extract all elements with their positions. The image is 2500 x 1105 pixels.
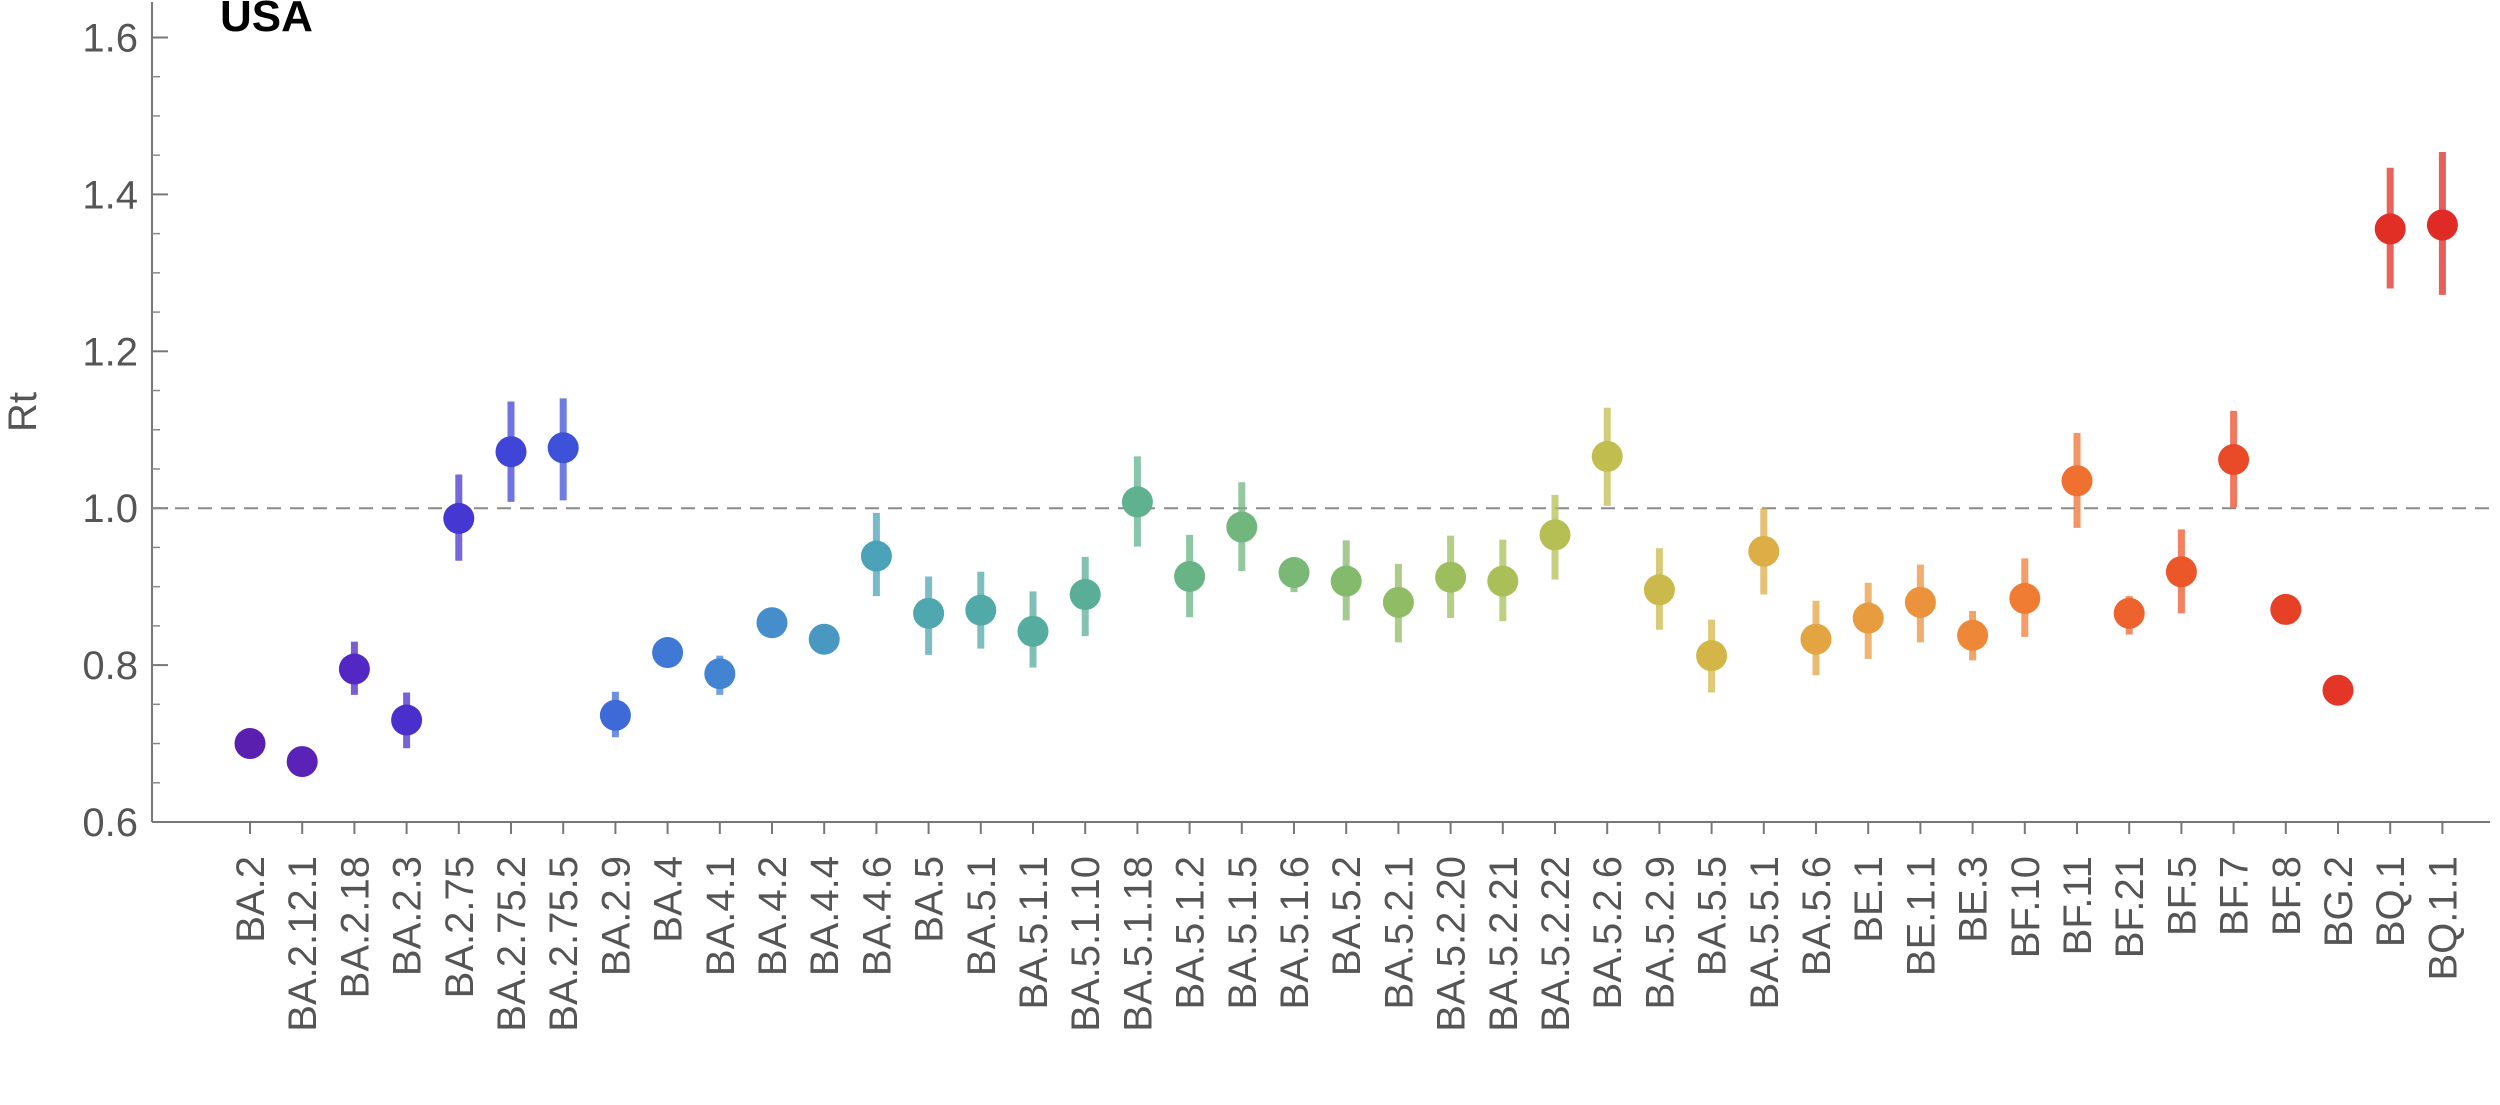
data-point xyxy=(2113,597,2145,629)
y-tick-label: 1.4 xyxy=(82,173,138,217)
x-tick-label: BA.5.1.1 xyxy=(1012,856,1056,1009)
data-point xyxy=(495,436,527,468)
x-tick-label: BA.4.6 xyxy=(855,856,899,976)
data-point xyxy=(2061,465,2093,497)
x-tick-label: BA.4 xyxy=(647,856,691,943)
x-tick-label: BF.8 xyxy=(2265,856,2309,936)
data-point xyxy=(1539,519,1571,551)
x-tick-label: BF.7 xyxy=(2213,856,2257,936)
x-tick-label: BE.3 xyxy=(1952,856,1996,943)
x-tick-label: BA.5.5.1 xyxy=(1743,856,1787,1009)
data-point xyxy=(1904,586,1936,618)
x-tick-label: BA.5.1 xyxy=(960,856,1004,976)
data-point xyxy=(808,623,840,655)
data-point xyxy=(286,746,318,778)
x-tick-label: BA.2.3 xyxy=(386,856,430,976)
x-tick-label: BF.10 xyxy=(2004,856,2048,958)
x-tick-label: BG.2 xyxy=(2317,856,2361,947)
x-tick-label: BA.4.1 xyxy=(699,856,743,976)
x-tick-label: BA.5.1.18 xyxy=(1116,856,1160,1032)
x-tick-label: BA.5.6 xyxy=(1795,856,1839,976)
x-tick-label: BA.5.1.2 xyxy=(1169,856,1213,1009)
x-tick-label: BF.21 xyxy=(2108,856,2152,958)
y-tick-label: 1.2 xyxy=(82,330,138,374)
x-tick-label: BA.2 xyxy=(229,856,273,943)
data-point xyxy=(2426,209,2458,241)
data-point xyxy=(234,728,266,760)
data-point xyxy=(1435,561,1467,593)
data-point xyxy=(2218,444,2250,476)
data-point xyxy=(2009,582,2041,614)
data-point xyxy=(1591,440,1623,472)
data-point xyxy=(1382,586,1414,618)
x-tick-label: BA.5.2.1 xyxy=(1377,856,1421,1009)
x-tick-label: BQ.1.1 xyxy=(2421,856,2465,981)
data-point xyxy=(2322,674,2354,706)
x-tick-label: BA.2.18 xyxy=(333,856,377,998)
data-point xyxy=(965,594,997,626)
x-tick-label: BQ.1 xyxy=(2369,856,2413,947)
data-point xyxy=(1226,511,1258,543)
x-tick-label: BA.5.1.6 xyxy=(1273,856,1317,1009)
data-point xyxy=(338,653,370,685)
x-tick-label: BA.2.12.1 xyxy=(281,856,325,1032)
data-point xyxy=(1852,602,1884,634)
data-point xyxy=(2165,556,2197,588)
x-tick-label: BA.4.2 xyxy=(751,856,795,976)
x-tick-label: BF.5 xyxy=(2160,856,2204,936)
data-point xyxy=(704,658,736,690)
x-tick-label: BA.5.2.6 xyxy=(1586,856,1630,1009)
y-tick-label: 1.0 xyxy=(82,487,138,531)
x-tick-label: BF.11 xyxy=(2056,856,2100,955)
x-tick-label: BA.2.9 xyxy=(594,856,638,976)
data-point xyxy=(547,432,579,464)
data-point xyxy=(599,699,631,731)
data-point xyxy=(391,704,423,736)
x-tick-label: BA.5.2.21 xyxy=(1482,856,1526,1032)
data-point xyxy=(1121,486,1153,518)
y-axis-title: Rt xyxy=(1,392,45,432)
x-tick-label: BA.5 xyxy=(908,856,952,943)
x-tick-label: BE.1 xyxy=(1847,856,1891,943)
y-tick-label: 0.8 xyxy=(82,644,138,688)
data-point xyxy=(860,540,892,572)
data-point xyxy=(1069,578,1101,610)
x-tick-label: BA.2.75.2 xyxy=(490,856,534,1032)
x-tick-label: BA.4.4 xyxy=(803,856,847,976)
chart-title: USA xyxy=(220,0,313,41)
x-tick-label: BA.5.1.10 xyxy=(1064,856,1108,1032)
x-tick-label: BA.5.2 xyxy=(1325,856,1369,976)
data-point xyxy=(1278,557,1310,589)
y-tick-label: 0.6 xyxy=(82,801,138,845)
data-point xyxy=(756,607,788,639)
data-point xyxy=(1748,535,1780,567)
data-point xyxy=(1800,623,1832,655)
data-point xyxy=(1174,560,1206,592)
data-point xyxy=(443,502,475,534)
x-tick-label: BA.5.2.20 xyxy=(1430,856,1474,1032)
y-tick-label: 1.6 xyxy=(82,17,138,61)
data-point xyxy=(1643,574,1675,606)
data-point xyxy=(1957,619,1989,651)
data-point xyxy=(1487,565,1519,597)
x-tick-label: BA.2.75.5 xyxy=(542,856,586,1032)
x-tick-label: BA.5.1.5 xyxy=(1221,856,1265,1009)
data-point xyxy=(1017,615,1049,647)
x-tick-label: BA.5.5 xyxy=(1691,856,1735,976)
data-point xyxy=(652,637,684,669)
data-point xyxy=(1330,565,1362,597)
x-tick-label: BA.2.75 xyxy=(438,856,482,998)
x-tick-label: BA.5.2.22 xyxy=(1534,856,1578,1032)
data-point xyxy=(2374,213,2406,245)
data-point xyxy=(2270,593,2302,625)
data-point xyxy=(913,597,945,629)
x-tick-label: BA.5.2.9 xyxy=(1638,856,1682,1009)
x-tick-label: BE.1.1 xyxy=(1899,856,1943,976)
data-point xyxy=(1696,640,1728,672)
